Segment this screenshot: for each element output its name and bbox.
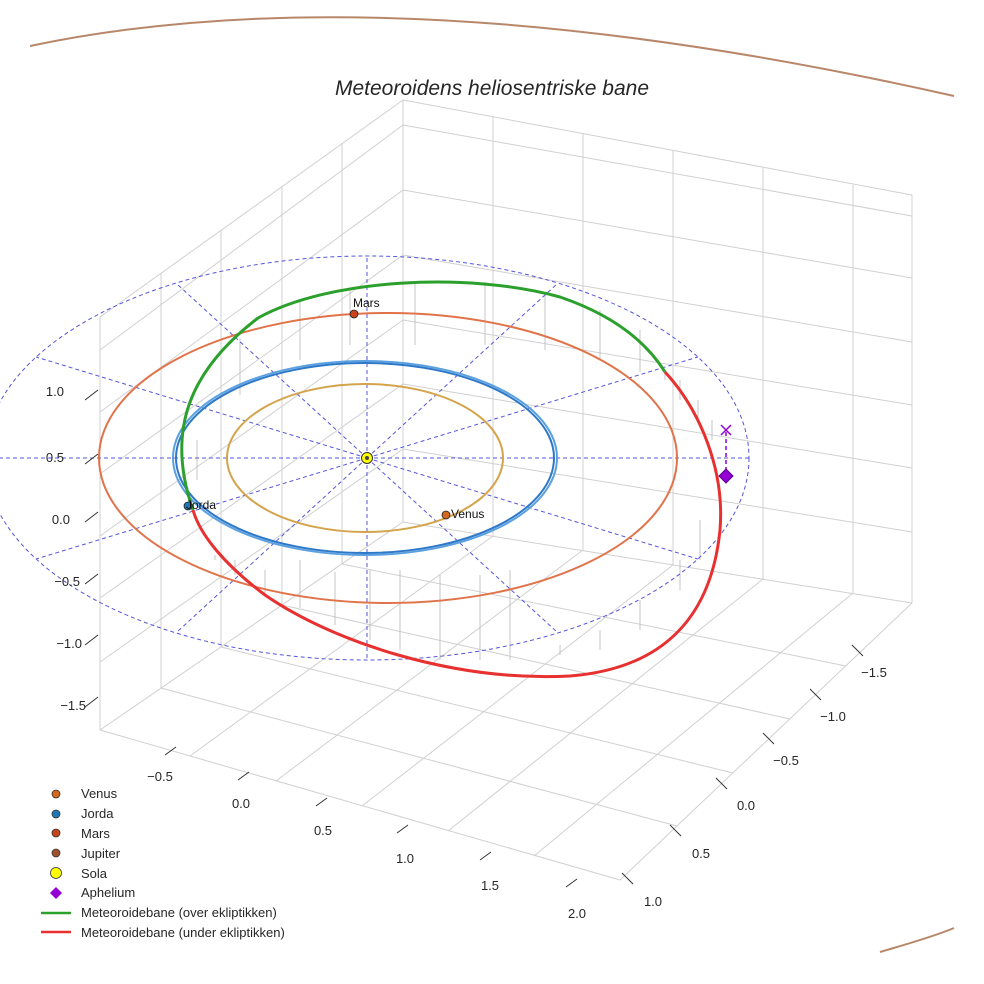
meteoroid-orbit-above-ecliptic — [180, 280, 667, 511]
x-axis: −0.5 0.0 0.5 1.0 1.5 2.0 — [147, 746, 586, 921]
grid-floor-pane — [99, 535, 913, 881]
z-tick-label: −1.5 — [60, 698, 86, 713]
legend-label: Meteoroidebane (under ekliptikken) — [81, 924, 285, 940]
x-tick-label: 0.5 — [314, 823, 332, 838]
y-tick-label: −1.0 — [820, 709, 846, 724]
orbit-venus — [226, 383, 504, 533]
jupiter-orbit-bottom-arc — [879, 927, 955, 953]
orbit-earth — [175, 362, 555, 554]
legend-label: Sola — [81, 865, 108, 881]
ecliptic-spoke — [366, 282, 559, 459]
z-tick-label: 1.0 — [46, 384, 64, 399]
z-tick-label: −1.0 — [56, 636, 82, 651]
venus-marker — [441, 510, 451, 520]
legend-marker — [36, 866, 76, 880]
x-tick-label: 0.0 — [232, 796, 250, 811]
x-tick-label: 2.0 — [568, 906, 586, 921]
ecliptic-spokes — [0, 256, 749, 660]
aphelium-projection-marker — [720, 424, 732, 436]
y-axis: −1.5 −1.0 −0.5 0.0 0.5 1.0 — [621, 644, 887, 909]
legend-marker — [36, 925, 76, 939]
ecliptic-spoke — [175, 457, 368, 634]
ecliptic-spoke — [366, 356, 698, 459]
ecliptic-reference — [0, 255, 750, 661]
legend-item-jorda: Jorda — [36, 804, 285, 824]
y-tick-label: 0.0 — [737, 798, 755, 813]
legend-label: Meteoroidebane (over ekliptikken) — [81, 905, 277, 921]
legend-marker — [36, 807, 76, 821]
y-tick-label: −0.5 — [773, 753, 799, 768]
mars-marker — [349, 309, 359, 319]
legend-marker — [36, 787, 76, 801]
legend-marker — [36, 846, 76, 860]
ecliptic-spoke — [36, 457, 368, 560]
legend-label: Mars — [81, 825, 110, 841]
x-tick-label: −0.5 — [147, 769, 173, 784]
legend-label: Jupiter — [81, 845, 121, 861]
orbit-mars — [98, 312, 678, 604]
legend-label: Aphelium — [81, 885, 136, 901]
legend-item-sola: Sola — [36, 863, 285, 883]
y-tick-label: −1.5 — [861, 665, 887, 680]
legend-item-mars: Mars — [36, 824, 285, 844]
z-tick-label: 0.5 — [46, 450, 64, 465]
jupiter-orbit-top-arc — [29, 16, 955, 97]
meteoroid-drop-lines — [196, 282, 713, 660]
x-tick-label: 1.0 — [396, 851, 414, 866]
z-tick-label: −0.5 — [54, 574, 80, 589]
legend-marker — [36, 826, 76, 840]
legend: Venus Jorda Mars Jupiter Sola Aphelium M… — [36, 784, 285, 942]
legend-item-meteoroid-above: Meteoroidebane (over ekliptikken) — [36, 903, 285, 923]
x-tick-label: 1.5 — [481, 878, 499, 893]
ecliptic-spoke — [366, 457, 698, 560]
earth-label: Jorda — [186, 498, 216, 512]
legend-item-jupiter: Jupiter — [36, 843, 285, 863]
meteoroid-orbit-below-ecliptic — [191, 370, 723, 679]
y-tick-label: 0.5 — [692, 846, 710, 861]
legend-marker — [36, 886, 76, 900]
legend-item-venus: Venus — [36, 784, 285, 804]
earth-marker — [183, 501, 193, 511]
sun-core — [365, 456, 369, 460]
legend-item-meteoroid-below: Meteoroidebane (under ekliptikken) — [36, 923, 285, 943]
ecliptic-spoke — [366, 457, 559, 634]
legend-label: Venus — [81, 786, 118, 802]
legend-marker — [36, 906, 76, 920]
y-tick-label: 1.0 — [644, 894, 662, 909]
orbit-earth-outer — [172, 360, 558, 556]
grid-back-left-pane — [99, 99, 404, 731]
ecliptic-spoke — [175, 282, 368, 459]
z-tick-label: 0.0 — [52, 512, 70, 527]
legend-label: Jorda — [81, 806, 114, 822]
venus-label: Venus — [451, 507, 484, 521]
chart-title: Meteoroidens heliosentriske bane — [335, 77, 649, 100]
grid-back-right-pane — [402, 99, 913, 604]
ecliptic-spoke — [36, 356, 368, 459]
z-axis: 1.0 0.5 0.0 −0.5 −1.0 −1.5 — [46, 384, 99, 713]
aphelium-marker — [718, 468, 734, 484]
legend-item-aphelium: Aphelium — [36, 883, 285, 903]
mars-label: Mars — [353, 296, 380, 310]
